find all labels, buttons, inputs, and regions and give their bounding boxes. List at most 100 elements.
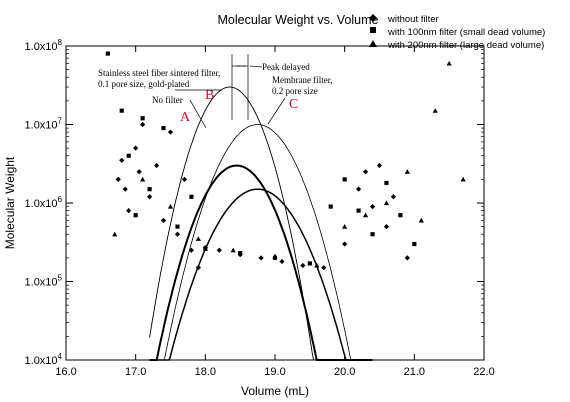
data-point-square [175,224,180,229]
data-point-diamond [126,208,132,214]
x-tick-label: 18.0 [195,366,216,378]
data-point-diamond [216,247,222,253]
data-point-triangle [460,176,466,182]
label-b: B [205,88,214,103]
trace-peak-c [149,124,373,361]
data-point-diamond [181,176,188,182]
label-a: A [180,110,191,125]
data-point-diamond [342,241,348,247]
trace-peak-b [149,164,373,361]
y-axis-label: Molecular Weight [3,156,17,249]
y-tick-label: 1.0x106 [25,195,63,210]
data-point-triangle [272,253,278,259]
data-point-diamond [258,255,264,261]
data-point-square [238,251,243,256]
data-point-diamond [362,169,369,175]
data-point-diamond [376,162,383,169]
data-point-triangle [432,108,438,113]
y-tick-label: 1.0x105 [25,274,63,289]
data-point-triangle [418,217,424,223]
data-point-diamond [321,265,327,271]
data-point-triangle [230,247,236,253]
data-point-diamond [122,186,128,192]
data-point-triangle [362,212,369,218]
data-point-square [342,177,347,182]
legend-label-200nm: with 200nm filter (large dead volume) [387,40,544,51]
legend-marker-triangle [369,40,377,47]
data-point-diamond [136,169,142,175]
data-point-triangle [404,169,410,174]
data-point-diamond [115,176,121,182]
data-point-triangle [314,262,320,268]
legend-label-100nm: with 100nm filter (small dead volume) [387,27,545,38]
legend-label-without-filter: without filter [387,14,439,25]
data-point-square [328,204,333,209]
x-tick-label: 17.0 [125,366,146,378]
data-point-square [189,194,194,199]
y-tick-label: 1.0x107 [25,117,63,132]
data-point-diamond [279,258,285,265]
data-point-diamond [167,129,174,135]
data-point-diamond [174,231,181,237]
data-point-square [398,213,403,218]
chart-title: Molecular Weight vs. Volume [218,13,379,27]
y-tick-label: 1.0x108 [25,38,63,53]
annotation-membrane-line1: Membrane filter, [272,75,333,85]
data-point-triangle [167,203,174,209]
annotation-no-filter: No filter [152,95,183,105]
data-point-triangle [383,200,390,206]
data-point-square [105,51,110,56]
data-point-square [370,232,375,237]
data-point-triangle [342,224,348,229]
legend-marker-diamond [369,14,377,22]
data-point-triangle [446,60,452,66]
data-point-square [412,241,417,247]
data-point-diamond [390,194,397,200]
data-point-diamond [356,186,362,192]
legend: without filter with 100nm filter (small … [369,14,545,51]
y-tick-label: 1.0x104 [25,352,63,367]
data-point-triangle [140,176,146,182]
annotation-stainless-line1: Stainless steel fiber sintered filter, [98,68,220,78]
legend-marker-square [370,27,376,33]
data-point-square [133,213,138,218]
x-tick-label: 16.0 [55,366,76,378]
data-point-diamond [369,203,376,210]
data-point-square [119,108,124,113]
annotation-peak-delayed: Peak delayed [262,62,310,72]
data-point-square [126,153,131,158]
data-point-diamond [119,157,125,163]
chromatogram-traces [149,86,373,361]
data-point-diamond [404,255,410,261]
data-point-square [203,246,208,252]
data-point-square [384,180,389,186]
annotation-pointers [175,54,286,129]
data-point-diamond [153,162,160,169]
data-point-square [307,261,312,266]
trace-peak-lower [149,188,373,361]
data-point-square [147,187,152,192]
axis-ticks: 16.0 17.0 18.0 19.0 20.0 21.0 22.0 1.0x104 1.0x1… [25,38,495,378]
data-point-diamond [300,262,306,269]
data-point-diamond [160,217,167,224]
data-point-square [161,126,166,131]
data-point-diamond [195,265,201,271]
x-axis-label: Volume (mL) [241,384,309,398]
data-point-square [356,208,361,213]
data-point-diamond [133,145,139,151]
x-tick-label: 20.0 [334,366,355,378]
data-point-triangle [195,236,201,241]
data-point-triangle [112,231,118,237]
label-c: C [289,97,298,112]
x-tick-label: 21.0 [404,366,425,378]
scatter-points [105,51,466,271]
annotation-membrane-line2: 0.2 pore size [272,86,318,96]
annotation-stainless-line2: 0.1 pore size, gold-plated [98,79,190,89]
x-tick-label: 22.0 [473,366,494,378]
data-point-diamond [188,247,194,253]
data-point-diamond [383,224,390,230]
data-point-square [140,116,145,121]
data-point-diamond [140,121,146,128]
data-point-diamond [147,194,153,200]
